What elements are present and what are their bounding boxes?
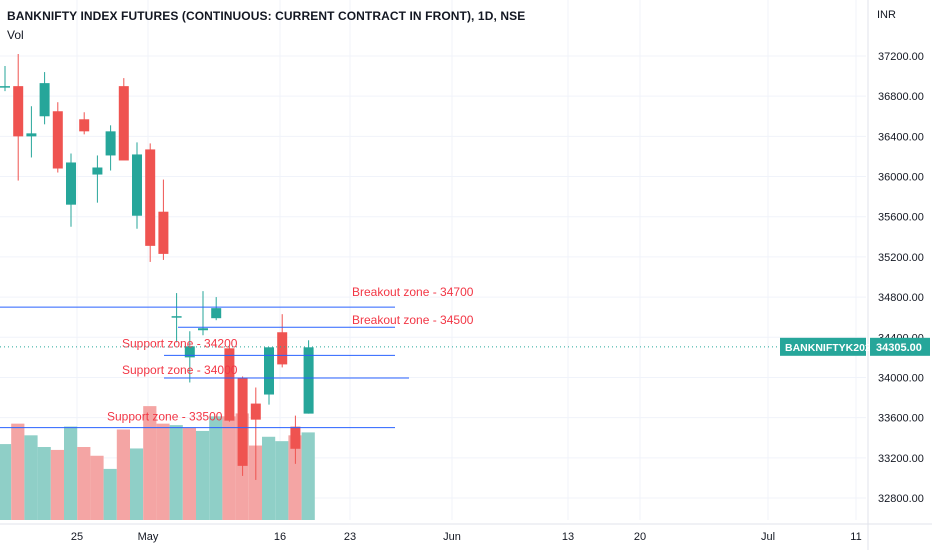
candle-body[interactable] bbox=[303, 347, 314, 414]
y-tick-label: 33200.00 bbox=[878, 453, 924, 465]
price-badge[interactable]: BANKNIFTYK2022 34305.00 bbox=[780, 337, 930, 356]
volume-bar bbox=[11, 423, 25, 520]
price-badge-bg bbox=[870, 337, 930, 356]
y-tick-label: 37200.00 bbox=[878, 51, 924, 63]
level-label: Support zone - 34000 bbox=[122, 363, 238, 377]
volume-bar bbox=[116, 429, 130, 520]
candle-body[interactable] bbox=[39, 83, 50, 117]
candle-body[interactable] bbox=[198, 328, 208, 331]
y-tick-label: 36000.00 bbox=[878, 172, 924, 184]
volume-bar bbox=[64, 426, 78, 520]
candle-body[interactable] bbox=[0, 86, 10, 88]
x-tick-label: Jul bbox=[761, 531, 775, 543]
volume-bar bbox=[301, 432, 315, 520]
candle-body[interactable] bbox=[26, 133, 37, 137]
x-tick-label: 20 bbox=[634, 531, 646, 543]
y-tick-label: 34800.00 bbox=[878, 292, 924, 304]
candle-body[interactable] bbox=[92, 167, 103, 175]
volume-bar bbox=[209, 416, 223, 520]
level-label: Support zone - 33500 bbox=[107, 410, 223, 424]
candle-body[interactable] bbox=[237, 378, 248, 466]
volume-bar bbox=[182, 428, 196, 520]
volume-label: Vol bbox=[7, 28, 24, 42]
symbol-badge-bg bbox=[780, 337, 866, 356]
candle-body[interactable] bbox=[158, 211, 169, 254]
candle-body[interactable] bbox=[79, 119, 90, 132]
volume-bar bbox=[0, 444, 12, 520]
candle-body[interactable] bbox=[145, 149, 156, 246]
candle-body[interactable] bbox=[13, 86, 24, 137]
volume-bar bbox=[169, 425, 183, 520]
candle-body[interactable] bbox=[211, 308, 222, 319]
candle-body[interactable] bbox=[184, 346, 195, 358]
candle-body[interactable] bbox=[105, 131, 116, 156]
volume-bar bbox=[130, 448, 144, 520]
x-tick-label: 13 bbox=[562, 531, 574, 543]
candle-body[interactable] bbox=[224, 348, 235, 421]
x-tick-label: 11 bbox=[850, 531, 861, 543]
level-label: Breakout zone - 34500 bbox=[352, 313, 474, 327]
candle-body[interactable] bbox=[118, 86, 129, 161]
price-axis: 37200.00 36800.00 36400.00 36000.00 35600.00… bbox=[867, 0, 924, 550]
candle-body[interactable] bbox=[171, 316, 182, 318]
volume-bar bbox=[37, 447, 51, 520]
volume-bar bbox=[275, 441, 289, 520]
level-label: Support zone - 34200 bbox=[122, 336, 238, 350]
candles bbox=[0, 53, 314, 480]
y-tick-label: 33600.00 bbox=[878, 413, 924, 425]
candle-body[interactable] bbox=[250, 403, 261, 420]
y-tick-label: 35200.00 bbox=[878, 252, 924, 264]
y-tick-label: 36800.00 bbox=[878, 91, 924, 103]
y-tick-label: 35600.00 bbox=[878, 212, 924, 224]
volume-bar bbox=[222, 416, 236, 520]
candle-body[interactable] bbox=[264, 347, 274, 395]
x-tick-label: 25 bbox=[71, 531, 83, 543]
y-tick-label: 32800.00 bbox=[878, 493, 924, 505]
volume-bar bbox=[90, 455, 104, 520]
symbol-badge-text: BANKNIFTYK2022 bbox=[785, 342, 877, 354]
time-axis: 25 May 16 23 Jun 13 20 Jul 11 bbox=[0, 523, 932, 543]
volume-bar bbox=[288, 435, 302, 520]
x-tick-label: 16 bbox=[274, 531, 286, 543]
y-tick-label: 34000.00 bbox=[878, 372, 924, 384]
volume-bar bbox=[24, 435, 38, 520]
candle-body[interactable] bbox=[290, 426, 301, 449]
price-badge-text: 34305.00 bbox=[876, 342, 922, 354]
volume-bar bbox=[103, 468, 117, 520]
volume-bar bbox=[262, 436, 276, 520]
volume-bar bbox=[77, 447, 91, 520]
level-label: Breakout zone - 34700 bbox=[352, 285, 474, 299]
candle-body[interactable] bbox=[66, 162, 76, 205]
y-tick-label: 36400.00 bbox=[878, 131, 924, 143]
x-tick-label: Jun bbox=[443, 531, 461, 543]
x-tick-label: 23 bbox=[344, 531, 356, 543]
volume-bar bbox=[156, 423, 170, 520]
volume-bar bbox=[50, 449, 64, 520]
level-lines: Breakout zone - 34700 Breakout zone - 345… bbox=[0, 285, 474, 429]
candle-body[interactable] bbox=[52, 111, 63, 169]
x-tick-label: May bbox=[138, 531, 159, 543]
volume-bar bbox=[248, 445, 262, 520]
volume-bar bbox=[196, 430, 210, 520]
candle-body[interactable] bbox=[132, 154, 142, 216]
candle-body[interactable] bbox=[277, 332, 288, 365]
volume-bar bbox=[143, 406, 157, 520]
chart-title: BANKNIFTY INDEX FUTURES (CONTINUOUS: CUR… bbox=[7, 9, 526, 23]
currency-label: INR bbox=[877, 9, 896, 21]
